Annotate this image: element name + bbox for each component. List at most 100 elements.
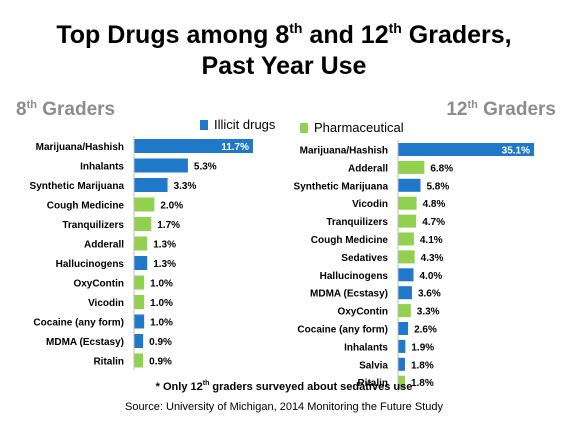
category-label-8th: Adderall (84, 240, 124, 251)
category-label-8th: Ritalin (93, 357, 124, 368)
bar-12th (398, 268, 414, 282)
legend-swatch-illicit (200, 120, 208, 130)
bar-8th (134, 295, 145, 309)
value-label-12th: 1.9% (411, 342, 434, 353)
value-label-12th: 1.8% (411, 378, 434, 389)
bar-8th (134, 158, 188, 173)
value-label-12th: 4.8% (423, 199, 446, 210)
category-label-8th: Marijuana/Hashish (36, 142, 124, 153)
value-label-8th: 2.0% (160, 201, 183, 212)
panel-title-8th-superscript: th (26, 99, 37, 111)
category-label-8th: Cough Medicine (47, 201, 125, 212)
panel-title-8th-text: Graders (36, 99, 116, 120)
category-label-12th: Vicodin (352, 199, 388, 210)
value-label-12th: 4.3% (421, 253, 444, 264)
footnote: * Only 12th graders surveyed about sedat… (0, 380, 568, 393)
category-label-12th: Cocaine (any form) (297, 325, 388, 336)
value-label-8th: 1.0% (150, 279, 173, 290)
title-superscript-b: th (388, 20, 402, 36)
bar-12th (398, 286, 412, 300)
panel-title-12th-number: 12 (446, 99, 468, 120)
category-label-8th: Hallucinogens (56, 259, 125, 270)
value-label-12th: 1.8% (411, 360, 434, 371)
bar-8th (134, 197, 155, 212)
footnote-superscript: th (202, 380, 210, 387)
value-label-8th: 1.0% (150, 318, 173, 329)
category-label-12th: Ritalin (357, 378, 388, 389)
bar-8th (134, 139, 253, 153)
bar-8th (134, 353, 144, 368)
value-label-8th: 0.9% (149, 337, 172, 348)
bar-12th (398, 143, 534, 156)
value-label-8th: 3.3% (174, 181, 197, 192)
panel-title-8th-number: 8 (16, 99, 27, 120)
category-label-12th: OxyContin (337, 307, 388, 318)
bar-12th (398, 160, 425, 174)
bar-8th (134, 334, 144, 348)
bar-12th (398, 250, 415, 264)
category-label-12th: Hallucinogens (320, 271, 389, 282)
bar-12th (398, 214, 417, 228)
value-label-12th: 4.1% (420, 235, 443, 246)
bar-8th (134, 178, 168, 192)
bar-12th (398, 304, 411, 318)
value-label-12th: 3.3% (417, 307, 440, 318)
category-label-8th: Vicodin (88, 298, 124, 309)
source-note: Source: University of Michigan, 2014 Mon… (125, 401, 443, 413)
value-label-12th: 35.1% (502, 146, 530, 157)
category-label-12th: Adderall (348, 163, 388, 174)
footnote-part-a: * Only 12 (155, 381, 203, 393)
value-label-8th: 1.0% (150, 298, 173, 309)
legend-label-illicit: Illicit drugs (214, 117, 276, 132)
title-line-1: Top Drugs among 8th and 12th Graders, (0, 20, 568, 51)
legend-item-pharmaceutical: Pharmaceutical (300, 120, 404, 135)
value-label-8th: 11.7% (221, 142, 249, 153)
category-label-12th: Cough Medicine (311, 235, 389, 246)
value-label-12th: 5.8% (426, 181, 449, 192)
value-label-12th: 3.6% (418, 289, 441, 300)
bar-12th (398, 232, 414, 246)
value-label-8th: 0.9% (149, 357, 172, 368)
panel-title-8th: 8th Graders (16, 99, 115, 121)
category-label-8th: MDMA (Ecstasy) (46, 337, 124, 348)
category-label-12th: Marijuana/Hashish (300, 146, 388, 157)
category-label-8th: OxyContin (73, 279, 124, 290)
bar-8th (134, 314, 145, 329)
value-label-12th: 2.6% (414, 325, 437, 336)
panel-title-12th-superscript: th (467, 99, 478, 111)
legend-item-illicit: Illicit drugs (200, 117, 275, 132)
category-label-12th: Salvia (359, 360, 388, 371)
title-line-2: Past Year Use (201, 52, 367, 80)
panel-title-12th: 12th Graders (446, 99, 556, 121)
bar-12th (398, 357, 405, 371)
chart-panel-8th: Marijuana/Hashish 11.7% Inhalants 5.3% Synth… (30, 136, 253, 371)
bar-12th (398, 178, 421, 192)
category-label-8th: Tranquilizers (62, 220, 124, 231)
title-superscript-a: th (289, 20, 303, 36)
value-label-8th: 1.7% (157, 220, 180, 231)
bar-12th (398, 196, 417, 210)
category-label-8th: Inhalants (80, 162, 124, 173)
title-part-c: Graders, (401, 21, 512, 49)
legend-label-pharmaceutical: Pharmaceutical (314, 120, 404, 135)
title-part-b: and 12 (302, 21, 389, 49)
category-label-12th: Inhalants (344, 342, 388, 353)
category-label-12th: Synthetic Marijuana (294, 181, 389, 192)
category-label-12th: Sedatives (341, 253, 388, 264)
category-label-12th: Tranquilizers (326, 217, 388, 228)
category-label-8th: Cocaine (any form) (33, 318, 124, 329)
footnote-part-b: graders surveyed about sedatives use (209, 381, 413, 393)
bar-12th (398, 375, 405, 389)
value-label-8th: 1.3% (153, 240, 176, 251)
legend-swatch-pharmaceutical (300, 123, 308, 133)
bar-8th (134, 217, 152, 231)
panel-title-12th-text: Graders (477, 99, 556, 120)
bar-12th (398, 339, 406, 353)
value-label-12th: 6.8% (430, 163, 453, 174)
chart-panel-12th: Marijuana/Hashish 35.1% Adderall 6.8% Synthe… (294, 140, 534, 392)
value-label-12th: 4.7% (422, 217, 445, 228)
value-label-8th: 5.3% (194, 162, 217, 173)
value-label-12th: 4.0% (419, 271, 442, 282)
category-label-12th: MDMA (Ecstasy) (310, 289, 388, 300)
